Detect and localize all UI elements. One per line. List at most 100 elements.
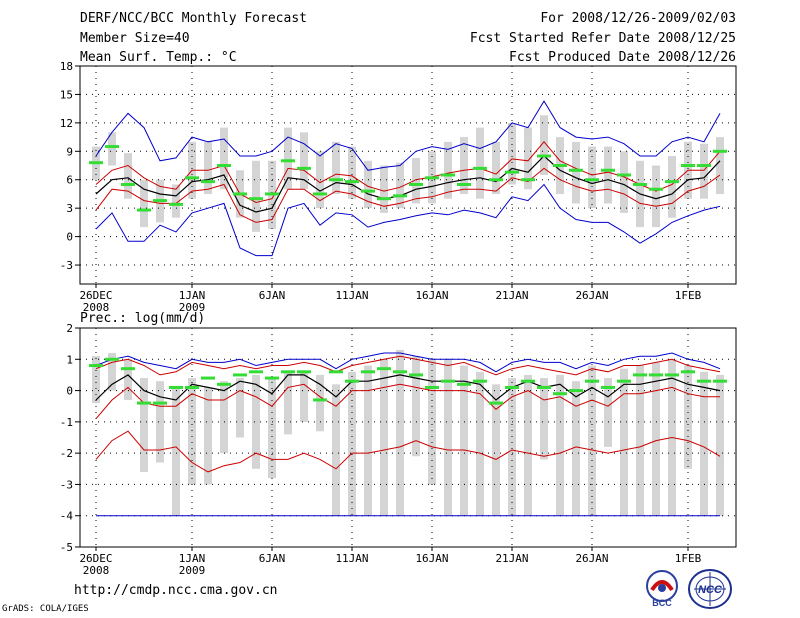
temp-ensemble-marker-33 <box>617 173 631 177</box>
temp-spread-box-8 <box>220 127 228 190</box>
temp-spread-box-35 <box>652 165 660 228</box>
temp-spread-box-16 <box>348 146 356 199</box>
temp-ytick-label: 18 <box>60 60 73 73</box>
prec-spread-box-3 <box>140 378 148 472</box>
prec-ytick-label: 1 <box>66 353 73 366</box>
prec-ensemble-marker-8 <box>217 382 231 386</box>
temp-spread-box-27 <box>524 127 532 190</box>
prec-spread-box-9 <box>236 378 244 438</box>
prec-ensemble-marker-2 <box>121 367 135 371</box>
temp-ensemble-marker-31 <box>585 178 599 182</box>
prec-ensemble-marker-1 <box>105 357 119 361</box>
temp-ensemble-marker-21 <box>425 176 439 180</box>
temp-ytick-label: 12 <box>60 117 73 130</box>
temp-ensemble-marker-27 <box>521 178 535 182</box>
temp-series-lower <box>95 167 721 223</box>
prec-xtick-label: 26JAN <box>575 552 608 565</box>
prec-ensemble-marker-4 <box>153 401 167 405</box>
temp-ensemble-marker-17 <box>361 189 375 193</box>
prec-xtick-label: 6JAN <box>259 552 286 565</box>
prec-ensemble-marker-31 <box>585 379 599 383</box>
prec-spread-box-26 <box>508 378 516 516</box>
prec-ensemble-marker-32 <box>601 385 615 389</box>
prec-spread-box-35 <box>652 362 660 516</box>
temp-spread-box-33 <box>620 151 628 213</box>
prec-ensemble-marker-23 <box>457 382 471 386</box>
prec-spread-box-14 <box>316 374 324 432</box>
chart-title: DERF/NCC/BCC Monthly Forecast <box>80 11 307 26</box>
source-url[interactable]: http://cmdp.ncc.cma.gov.cn <box>74 583 278 598</box>
temp-ensemble-marker-6 <box>185 176 199 180</box>
prec-ensemble-marker-36 <box>665 373 679 377</box>
temp-xtick-sublabel: 2008 <box>83 301 110 314</box>
temp-series-max <box>95 100 721 171</box>
prec-spread-box-21 <box>428 359 436 485</box>
temp-ensemble-marker-32 <box>601 168 615 172</box>
prec-ensemble-marker-26 <box>505 385 519 389</box>
temp-plot-frame <box>79 65 737 285</box>
temp-series-upper <box>95 141 721 204</box>
prec-spread-box-5 <box>172 387 180 516</box>
temp-ensemble-marker-12 <box>281 159 295 163</box>
prec-ensemble-marker-13 <box>297 370 311 374</box>
prec-ensemble-marker-27 <box>521 379 535 383</box>
prec-ensemble-marker-34 <box>633 373 647 377</box>
prec-ensemble-marker-3 <box>137 401 151 405</box>
prec-ensemble-marker-33 <box>617 379 631 383</box>
temp-ensemble-marker-16 <box>345 180 359 184</box>
temp-spread-box-30 <box>572 141 580 204</box>
prec-xtick-label: 1FEB <box>675 552 702 565</box>
temp-spread-box-26 <box>508 122 516 185</box>
prec-spread-box-37 <box>684 365 692 469</box>
prec-xtick-label: 21JAN <box>495 552 528 565</box>
prec-ensemble-marker-17 <box>361 370 375 374</box>
temp-xtick-sublabel: 2009 <box>179 301 206 314</box>
prec-ensemble-marker-6 <box>185 385 199 389</box>
temp-spread-box-36 <box>668 156 676 218</box>
temp-series-mean <box>95 155 721 213</box>
temp-ensemble-marker-15 <box>329 178 343 182</box>
prec-spread-box-13 <box>300 371 308 422</box>
prec-ytick-label: 2 <box>66 322 73 335</box>
prec-ensemble-marker-37 <box>681 370 695 374</box>
temp-ytick-label: 3 <box>66 202 73 215</box>
temp-series-min <box>95 183 721 257</box>
prec-spread-box-28 <box>540 378 548 460</box>
prec-ytick-label: 0 <box>66 385 73 398</box>
prec-spread-box-31 <box>588 365 596 516</box>
temp-ensemble-marker-19 <box>393 194 407 198</box>
temp-ensemble-marker-7 <box>201 180 215 184</box>
temp-spread-box-2 <box>124 153 132 199</box>
temp-spread-box-24 <box>476 127 484 199</box>
temp-spread-box-10 <box>252 160 260 232</box>
member-size-label: Member Size=40 <box>80 31 190 46</box>
forecast-produced-date: Fcst Produced Date 2008/12/26 <box>509 50 736 65</box>
temp-xtick-label: 21JAN <box>495 289 528 302</box>
temp-ensemble-marker-2 <box>121 182 135 186</box>
prec-spread-box-22 <box>444 359 452 516</box>
temp-xtick-label: 16JAN <box>415 289 448 302</box>
temp-ensemble-marker-30 <box>569 168 583 172</box>
prec-series-min <box>95 430 721 473</box>
prec-spread-box-34 <box>636 365 644 516</box>
prec-ytick-label: -2 <box>60 447 73 460</box>
temp-spread-box-23 <box>460 137 468 194</box>
prec-series-upper <box>95 355 721 376</box>
prec-spread-box-17 <box>364 365 372 516</box>
temp-ensemble-marker-39 <box>713 149 727 153</box>
prec-ensemble-marker-15 <box>329 370 343 374</box>
panel2-variable-label: Prec.: log(mm/d) <box>80 311 205 326</box>
temp-spread-box-1 <box>108 132 116 166</box>
prec-spread-box-33 <box>620 368 628 516</box>
temp-spread-box-22 <box>444 141 452 199</box>
temp-ensemble-marker-38 <box>697 164 711 168</box>
temp-ensemble-marker-10 <box>249 197 263 201</box>
prec-ensemble-marker-20 <box>409 373 423 377</box>
forecast-start-date: Fcst Started Refer Date 2008/12/25 <box>469 31 736 46</box>
prec-spread-box-15 <box>332 384 340 516</box>
prec-xtick-sublabel: 2009 <box>179 564 206 577</box>
prec-spread-box-0 <box>92 356 100 404</box>
temp-spread-box-12 <box>284 127 292 190</box>
